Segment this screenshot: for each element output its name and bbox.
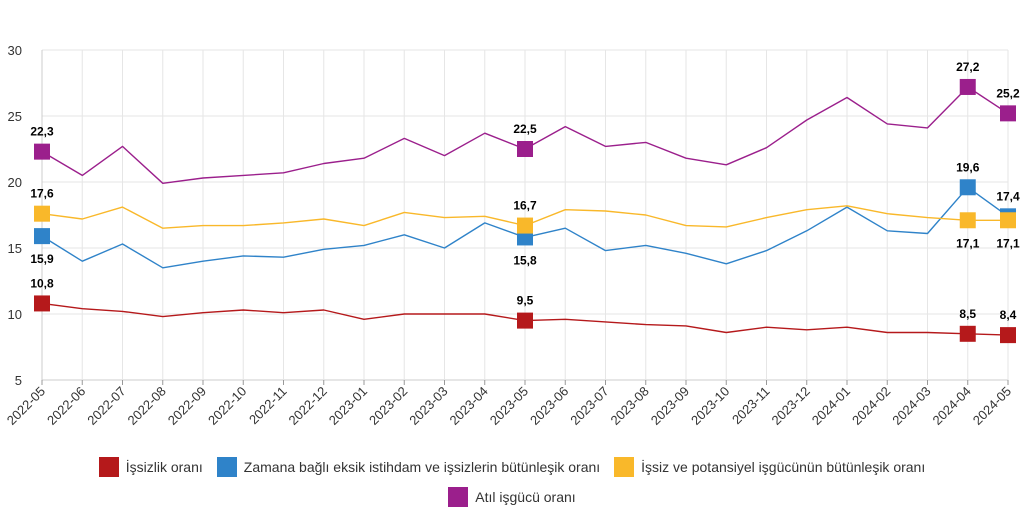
- x-tick-label: 2023-04: [447, 384, 491, 428]
- legend-label: İşsizlik oranı: [125, 459, 203, 475]
- data-label: 17,1: [996, 236, 1020, 250]
- data-label: 25,2: [996, 86, 1020, 100]
- legend-item-potential-labour-force[interactable]: İşsiz ve potansiyel işgücünün bütünleşik…: [614, 457, 925, 477]
- data-label: 27,2: [956, 60, 980, 74]
- legend-row-1: İşsizlik oranı Zamana bağlı eksik istihd…: [0, 452, 1024, 482]
- legend-row-2: Atıl işgücü oranı: [0, 482, 1024, 512]
- x-tick-label: 2024-05: [970, 384, 1014, 428]
- legend-item-time-related-underemployment[interactable]: Zamana bağlı eksik istihdam ve işsizleri…: [216, 457, 601, 477]
- data-label: 9,5: [517, 294, 534, 308]
- data-labels: 10,8 9,5 8,5 8,4 15,9 15,8 19,6 17,4 17,6 16,7 17,…: [30, 60, 1020, 322]
- data-point-marker[interactable]: [34, 143, 50, 160]
- x-tick-label: 2024-02: [849, 384, 893, 428]
- x-tick-label: 2023-10: [688, 384, 732, 428]
- data-point-marker[interactable]: [1000, 327, 1016, 344]
- legend-item-unemployment[interactable]: İşsizlik oranı: [98, 457, 203, 477]
- x-axis: 2022-052022-062022-072022-082022-092022-…: [4, 380, 1014, 428]
- data-point-marker[interactable]: [34, 228, 50, 245]
- x-tick-label: 2022-06: [44, 384, 88, 428]
- x-tick-label: 2023-01: [326, 384, 370, 428]
- data-label: 16,7: [513, 199, 537, 213]
- x-tick-label: 2022-10: [205, 384, 249, 428]
- data-point-marker[interactable]: [517, 312, 533, 329]
- data-label: 8,5: [959, 307, 976, 321]
- data-label: 8,4: [1000, 308, 1017, 322]
- legend-swatch: [216, 457, 237, 477]
- legend-swatch: [448, 487, 469, 507]
- y-tick-label: 10: [8, 307, 22, 322]
- series-markers[interactable]: [34, 78, 1016, 344]
- x-tick-label: 2023-12: [769, 384, 813, 428]
- y-tick-label: 20: [8, 175, 22, 190]
- x-tick-label: 2024-04: [930, 384, 974, 428]
- y-tick-label: 25: [8, 109, 22, 124]
- legend: İşsizlik oranı Zamana bağlı eksik istihd…: [0, 452, 1024, 520]
- x-tick-label: 2022-11: [246, 384, 290, 428]
- data-point-marker[interactable]: [1000, 105, 1016, 122]
- x-tick-label: 2023-03: [406, 384, 450, 428]
- data-label: 15,8: [513, 253, 537, 267]
- data-point-marker[interactable]: [34, 295, 50, 312]
- legend-item-labour-underutilization[interactable]: Atıl işgücü oranı: [448, 487, 576, 507]
- legend-label: Zamana bağlı eksik istihdam ve işsizleri…: [243, 459, 601, 475]
- y-tick-label: 15: [8, 241, 22, 256]
- data-label: 10,8: [30, 276, 54, 290]
- legend-label: Atıl işgücü oranı: [475, 489, 576, 505]
- grid: [41, 49, 1009, 381]
- x-tick-label: 2023-05: [487, 384, 531, 428]
- legend-swatch: [98, 457, 119, 477]
- x-tick-label: 2022-07: [84, 384, 128, 428]
- x-tick-label: 2022-09: [165, 384, 209, 428]
- legend-swatch: [614, 457, 635, 477]
- line-chart: 5 10 15 20 25 30 2022-052022-062022-072022-08…: [4, 43, 1020, 428]
- data-point-marker[interactable]: [517, 217, 533, 234]
- data-point-marker[interactable]: [959, 325, 976, 342]
- data-label: 15,9: [30, 252, 54, 266]
- data-point-marker[interactable]: [959, 179, 976, 196]
- x-tick-label: 2023-07: [567, 384, 611, 428]
- chart-area: 5 10 15 20 25 30 2022-05 2022-06 2022-07 2022-08…: [4, 43, 1020, 428]
- data-label: 17,1: [956, 236, 980, 250]
- legend-label: İşsiz ve potansiyel işgücünün bütünleşik…: [641, 459, 926, 475]
- y-tick-label: 30: [8, 43, 22, 58]
- x-tick-label: 2024-03: [889, 384, 933, 428]
- data-label: 17,6: [30, 187, 54, 201]
- data-point-marker[interactable]: [1000, 212, 1016, 229]
- x-tick-label: 2023-11: [729, 384, 773, 428]
- data-point-marker[interactable]: [34, 205, 50, 222]
- data-label: 17,4: [996, 189, 1020, 203]
- x-tick-label: 2023-09: [648, 384, 692, 428]
- x-tick-label: 2023-06: [527, 384, 571, 428]
- y-tick-label: 5: [15, 373, 22, 388]
- x-tick-label: 2022-05: [4, 384, 48, 428]
- data-point-marker[interactable]: [959, 212, 976, 229]
- x-tick-label: 2024-01: [809, 384, 853, 428]
- x-tick-label: 2022-08: [125, 384, 169, 428]
- x-tick-label: 2023-08: [608, 384, 652, 428]
- data-point-marker[interactable]: [959, 78, 976, 95]
- x-tick-label: 2023-02: [366, 384, 410, 428]
- data-label: 22,3: [30, 125, 54, 139]
- data-label: 19,6: [956, 160, 980, 174]
- data-label: 22,5: [513, 122, 537, 136]
- x-tick-label: 2022-12: [286, 384, 330, 428]
- data-point-marker[interactable]: [517, 141, 533, 157]
